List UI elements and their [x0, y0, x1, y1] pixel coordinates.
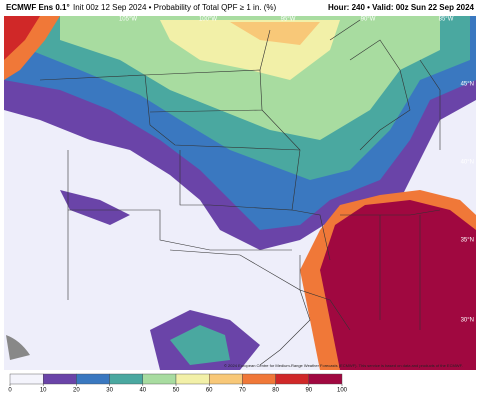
lat-label: 45°N: [461, 82, 474, 88]
lon-label: 90°W: [361, 17, 376, 23]
lat-label: 40°N: [461, 160, 474, 166]
lat-labels: 45°N 40°N 35°N 30°N: [461, 82, 474, 324]
colorbar-tick-label: 90: [305, 388, 312, 394]
colorbar-tick-label: 80: [272, 388, 279, 394]
colorbar-segment: [109, 373, 143, 385]
credit: © 2024 European Centre for Medium-Range …: [224, 363, 463, 368]
colorbar-tick-label: 0: [8, 388, 12, 394]
map: [4, 16, 476, 370]
colorbar-segment: [275, 373, 310, 385]
colorbar-segment: [242, 373, 276, 385]
colorbar-segment: [43, 373, 77, 385]
lon-label: 105°W: [119, 17, 137, 23]
colorbar-segment: [142, 373, 177, 385]
lon-labels: 105°W 100°W 95°W 90°W 85°W: [119, 17, 454, 23]
colorbar-segment: [175, 373, 210, 385]
lon-label: 100°W: [199, 17, 217, 23]
colorbar-tick-label: 100: [337, 388, 348, 394]
colorbar-tick-label: 50: [173, 388, 180, 394]
colorbar-tick-label: 40: [139, 388, 146, 394]
colorbar-tick-label: 60: [206, 388, 213, 394]
description: Init 00z 12 Sep 2024 • Probability of To…: [73, 3, 276, 12]
colorbar-segment: [308, 373, 343, 385]
colorbar-segment: [9, 373, 44, 385]
lat-label: 35°N: [461, 238, 474, 244]
colorbar-tick-label: 10: [40, 388, 47, 394]
colorbar-tick-label: 20: [73, 388, 80, 394]
model-name: ECMWF Ens 0.1°: [6, 3, 70, 12]
valid-time: Hour: 240 • Valid: 00z Sun 22 Sep 2024: [328, 3, 475, 12]
lon-label: 85°W: [439, 17, 454, 23]
colorbar-segment: [208, 373, 243, 385]
colorbar: 0 10 20 30 40 50 60 70 80 90 100: [8, 373, 348, 394]
colorbar-tick-label: 30: [106, 388, 113, 394]
lat-label: 30°N: [461, 318, 474, 324]
lon-label: 95°W: [281, 17, 296, 23]
colorbar-tick-label: 70: [239, 388, 246, 394]
colorbar-segment: [76, 373, 110, 385]
